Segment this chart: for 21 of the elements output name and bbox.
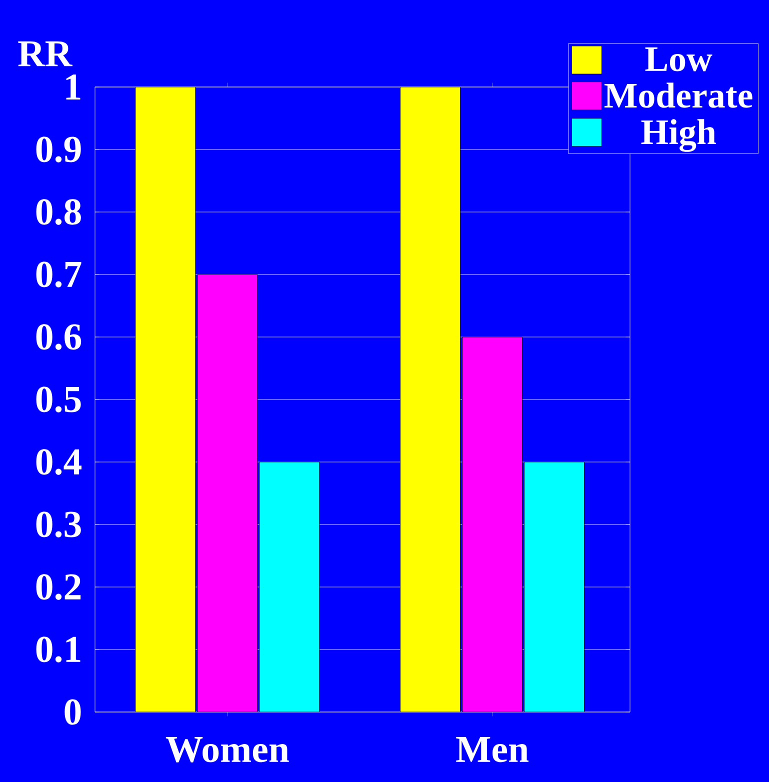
y-tick-label: 0.7: [36, 262, 82, 288]
y-tick-label: 0: [64, 699, 81, 725]
y-tick-label: 0.2: [36, 574, 81, 600]
y-tick-label: 0.3: [36, 512, 81, 538]
y-axis-title: RR: [18, 41, 73, 66]
bar: [524, 462, 584, 712]
y-tick-label: 0.9: [36, 136, 81, 162]
text: High: [641, 119, 716, 152]
x-tick-label: Men: [456, 737, 529, 762]
y-tick-label: 1: [66, 74, 80, 100]
x-tick-label: Women: [166, 737, 289, 762]
y-tick-label: 0.4: [36, 449, 82, 475]
y-tick-label: 0.8: [36, 199, 81, 225]
legend-label: Moderate: [604, 82, 752, 108]
bar: [259, 462, 320, 712]
y-tick-label: 0.6: [36, 324, 82, 350]
y-tick-label: 0.5: [36, 386, 81, 412]
bar: [197, 274, 258, 712]
legend-label: Low: [645, 47, 712, 72]
y-tick-label: 0.1: [36, 636, 80, 662]
bar: [462, 336, 522, 712]
